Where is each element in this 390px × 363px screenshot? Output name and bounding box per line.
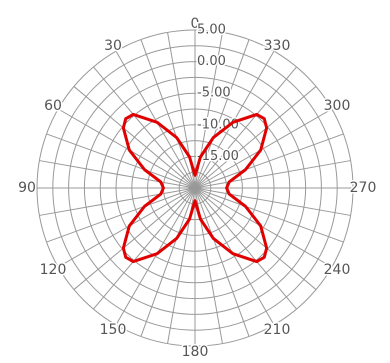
grid-spoke bbox=[93, 66, 196, 189]
grid-spoke bbox=[194, 187, 275, 326]
radial-label--5.00: -5.00 bbox=[197, 86, 231, 101]
radial-label-0.00: 0.00 bbox=[197, 54, 226, 69]
grid-spoke bbox=[194, 187, 317, 290]
grid-spoke bbox=[194, 187, 333, 268]
grid-spoke bbox=[39, 187, 196, 216]
angle-label-240: 240 bbox=[324, 262, 351, 278]
grid-spoke bbox=[194, 86, 317, 189]
angle-label-120: 120 bbox=[40, 262, 67, 278]
angle-label-150: 150 bbox=[100, 322, 127, 338]
angle-label-210: 210 bbox=[264, 322, 291, 338]
grid-spoke bbox=[140, 39, 196, 189]
grid-spoke bbox=[115, 50, 196, 189]
grid-spoke bbox=[194, 187, 250, 337]
angle-label-330: 330 bbox=[264, 38, 291, 54]
radial-label-5.00: 5.00 bbox=[197, 23, 226, 38]
radial-label--15.00: -15.00 bbox=[197, 149, 239, 164]
angle-label-180: 180 bbox=[182, 344, 209, 360]
radial-tick-labels: 5.00 0.00 -5.00 -10.00 -15.00 bbox=[196, 21, 241, 165]
grid-spoke bbox=[115, 187, 196, 326]
grid-spoke bbox=[194, 187, 297, 310]
angle-label-90: 90 bbox=[18, 180, 36, 196]
grid-spoke bbox=[46, 133, 196, 189]
grid-spoke bbox=[140, 187, 196, 337]
grid-spoke bbox=[73, 187, 196, 290]
grid-spoke bbox=[194, 187, 351, 216]
radial-label--10.00: -10.00 bbox=[197, 117, 239, 132]
grid-spoke bbox=[57, 108, 196, 189]
grid-spoke bbox=[73, 86, 196, 189]
angle-label-30: 30 bbox=[104, 38, 122, 54]
grid-spoke bbox=[194, 66, 297, 189]
grid-spoke bbox=[194, 160, 351, 189]
grid-spoke bbox=[194, 39, 250, 189]
angle-label-270: 270 bbox=[350, 180, 377, 196]
grid-spoke bbox=[194, 50, 275, 189]
grid-spoke bbox=[39, 160, 196, 189]
grid-spoke bbox=[194, 108, 333, 189]
angle-label-300: 300 bbox=[324, 98, 351, 114]
series-line-0 bbox=[121, 112, 269, 264]
data-series bbox=[121, 112, 269, 264]
grid-spoke bbox=[194, 187, 344, 243]
angular-tick-labels: 0 30 60 90 120 150 180 210 240 270 300 330 bbox=[17, 15, 378, 362]
angle-label-60: 60 bbox=[44, 98, 62, 114]
grid-spoke bbox=[57, 187, 196, 268]
angle-label-0: 0 bbox=[191, 16, 200, 32]
grid-spoke bbox=[194, 133, 344, 189]
grid-spoke bbox=[93, 187, 196, 310]
grid-spoke bbox=[46, 187, 196, 243]
angular-grid-spokes bbox=[37, 30, 353, 346]
